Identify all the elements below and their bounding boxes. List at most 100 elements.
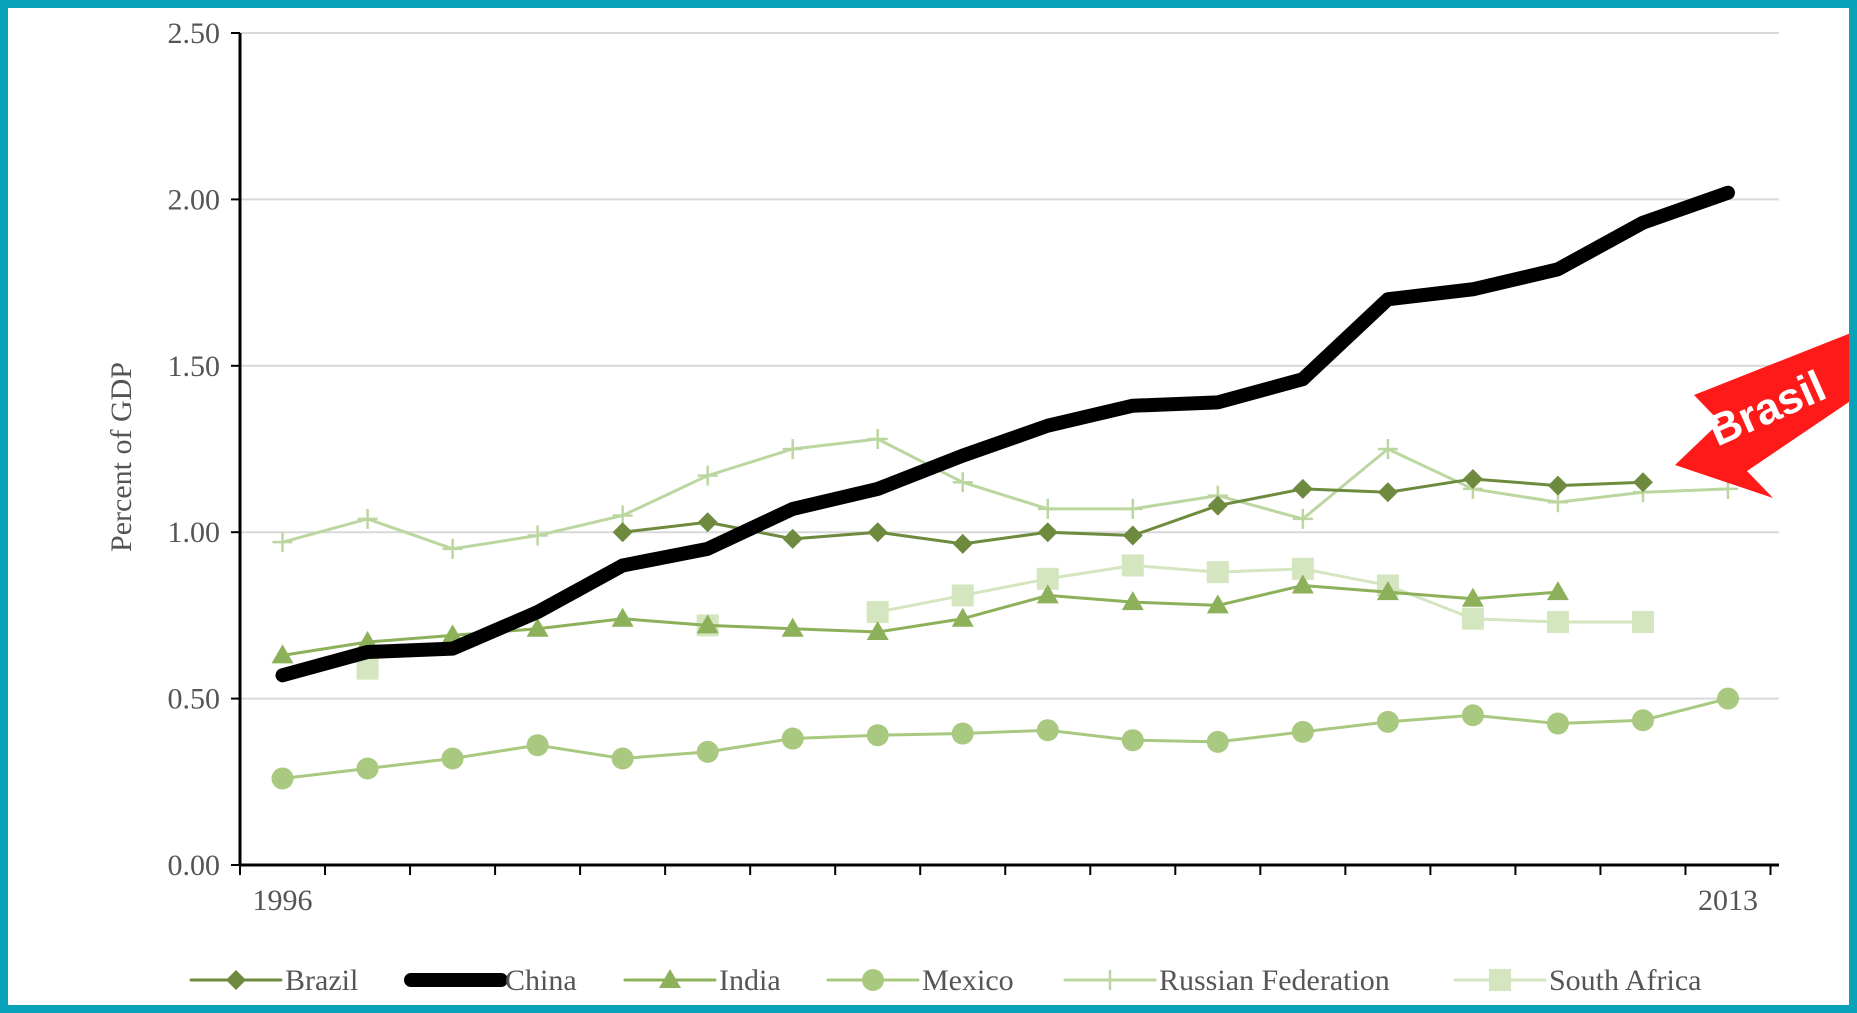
y-tick-label: 0.50 bbox=[168, 683, 221, 716]
legend-label: South Africa bbox=[1549, 964, 1701, 997]
data-point bbox=[1461, 704, 1484, 727]
data-point bbox=[696, 614, 719, 634]
legend-item-china: China bbox=[404, 964, 577, 997]
series-line bbox=[275, 185, 1735, 683]
x-tick-label: 1996 bbox=[253, 884, 313, 917]
y-tick-label: 1.00 bbox=[168, 516, 221, 549]
data-point bbox=[1631, 709, 1654, 732]
line-chart: 0.00 0.50 1.00 1.50 2.00 2.50 1996 2013 Percen… bbox=[105, 17, 1849, 997]
y-tick-label: 2.00 bbox=[168, 183, 221, 216]
series-china bbox=[275, 185, 1735, 683]
data-point bbox=[867, 522, 888, 543]
data-point bbox=[1036, 584, 1059, 604]
data-point bbox=[1121, 591, 1144, 611]
legend-marker bbox=[1100, 970, 1120, 990]
data-point bbox=[867, 429, 888, 450]
data-point bbox=[951, 607, 974, 627]
data-point bbox=[781, 617, 804, 637]
data-point bbox=[1631, 611, 1654, 634]
data-point bbox=[1292, 508, 1313, 529]
data-point bbox=[526, 734, 549, 757]
data-point bbox=[1122, 498, 1143, 519]
data-point bbox=[442, 538, 463, 559]
data-point bbox=[272, 532, 293, 553]
data-point bbox=[1547, 475, 1568, 496]
data-point bbox=[866, 724, 889, 747]
chart-frame: 0.00 0.50 1.00 1.50 2.00 2.50 1996 2013 Percen… bbox=[8, 8, 1849, 1005]
data-point bbox=[1291, 720, 1314, 743]
data-point bbox=[1461, 607, 1484, 630]
data-point bbox=[1121, 729, 1144, 752]
y-axis-title: Percent of GDP bbox=[105, 362, 138, 552]
legend-marker bbox=[226, 970, 246, 990]
data-point bbox=[1206, 730, 1229, 753]
data-point bbox=[441, 624, 464, 644]
gridlines bbox=[240, 32, 1779, 700]
data-point bbox=[612, 522, 633, 543]
data-point bbox=[357, 508, 378, 529]
data-point bbox=[1377, 439, 1398, 459]
legend-marker bbox=[659, 969, 681, 988]
legend-label: Brazil bbox=[285, 964, 358, 997]
data-point bbox=[1376, 581, 1399, 601]
y-axis-ticks: 0.00 0.50 1.00 1.50 2.00 2.50 bbox=[168, 17, 240, 882]
data-point bbox=[1036, 567, 1059, 590]
data-point bbox=[1207, 495, 1228, 516]
series-line bbox=[281, 437, 1730, 551]
data-point bbox=[271, 767, 294, 790]
data-point bbox=[526, 617, 549, 637]
data-point bbox=[1121, 554, 1144, 577]
legend: Brazil China India Mexico Russian Federation… bbox=[189, 964, 1701, 997]
data-point bbox=[952, 472, 973, 493]
legend-marker bbox=[1489, 969, 1511, 991]
data-point bbox=[356, 757, 379, 780]
data-point bbox=[611, 747, 634, 770]
data-point bbox=[1546, 581, 1569, 601]
legend-label: China bbox=[505, 964, 577, 997]
data-point bbox=[356, 657, 379, 680]
x-tick-label: 2013 bbox=[1698, 884, 1758, 917]
data-point bbox=[1206, 561, 1229, 584]
data-point bbox=[611, 607, 634, 627]
data-point bbox=[1716, 687, 1739, 710]
legend-marker bbox=[862, 969, 884, 991]
data-point bbox=[866, 621, 889, 641]
data-point bbox=[1036, 719, 1059, 742]
data-point bbox=[1292, 478, 1313, 499]
series-russian-federation bbox=[272, 429, 1738, 559]
data-point bbox=[866, 601, 889, 624]
series-brazil bbox=[612, 468, 1653, 554]
data-point bbox=[1291, 574, 1314, 594]
legend-label: India bbox=[719, 964, 781, 997]
legend-label: Mexico bbox=[922, 964, 1014, 997]
data-point bbox=[951, 722, 974, 745]
y-tick-label: 1.50 bbox=[168, 350, 221, 383]
brasil-arrow-annotation: Brasil bbox=[1675, 333, 1849, 498]
data-point bbox=[271, 644, 294, 664]
legend-item-mexico: Mexico bbox=[826, 964, 1014, 997]
data-point bbox=[696, 740, 719, 763]
data-point bbox=[782, 528, 803, 549]
data-point bbox=[1376, 710, 1399, 733]
red-arrow-icon bbox=[1675, 333, 1849, 498]
y-tick-label: 0.00 bbox=[168, 849, 221, 882]
data-point bbox=[1632, 472, 1653, 493]
data-point bbox=[1461, 587, 1484, 607]
series-mexico bbox=[271, 687, 1739, 790]
data-point bbox=[697, 465, 718, 486]
data-point bbox=[1037, 498, 1058, 519]
legend-item-brazil: Brazil bbox=[189, 964, 358, 997]
data-point bbox=[781, 727, 804, 750]
data-point bbox=[1291, 557, 1314, 580]
data-point bbox=[952, 533, 973, 554]
data-point bbox=[697, 512, 718, 533]
legend-item-russian-federation: Russian Federation bbox=[1063, 964, 1390, 997]
data-point bbox=[1377, 482, 1398, 503]
data-point bbox=[441, 747, 464, 770]
y-tick-label: 2.50 bbox=[168, 17, 221, 50]
series-line bbox=[281, 697, 1730, 780]
data-point bbox=[1206, 594, 1229, 614]
data-point bbox=[1037, 522, 1058, 543]
x-axis-ticks: 1996 2013 bbox=[239, 865, 1772, 917]
data-point bbox=[782, 439, 803, 459]
